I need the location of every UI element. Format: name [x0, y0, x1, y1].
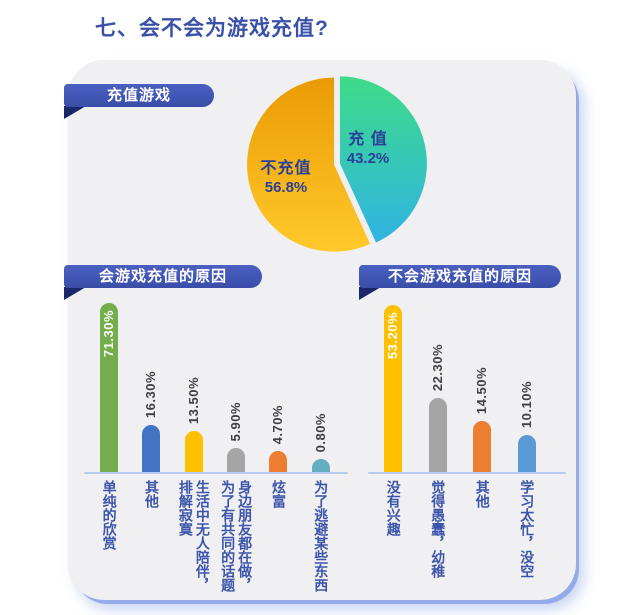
bar-category-label: 觉得愚蠢，幼稚	[430, 480, 447, 578]
x-axis-line	[84, 472, 348, 474]
pie-label-no-recharge: 不充值 56.8%	[260, 159, 311, 197]
bar-category-label: 没有兴趣	[385, 480, 402, 536]
bar-column: 10.10% 学习太忙，没空	[505, 300, 550, 578]
pie-chart-recharge: 充 值 43.2% 不充值 56.8%	[247, 74, 427, 254]
bar-column: 16.30% 其他	[130, 300, 172, 508]
pie-slice-value: 56.8%	[264, 179, 308, 196]
bar	[428, 398, 447, 473]
bar-value-label: 5.90%	[228, 401, 244, 441]
bar-value-label: 0.80%	[312, 412, 328, 452]
pie-slice-1	[247, 77, 371, 252]
bar-column: 14.50% 其他	[460, 300, 505, 508]
bar-column: 13.50% 生活中无人陪伴，排解寂寞	[173, 300, 215, 592]
bar-category-label: 炫富	[270, 480, 287, 508]
banner-no-recharge-reasons: 不会游戏充值的原因	[359, 265, 561, 288]
banner-recharge-pie: 充值游戏	[64, 84, 214, 107]
x-axis-line	[368, 472, 566, 474]
bar-column: 71.30% 单纯的欣赏	[88, 300, 130, 550]
pie-slice-0	[339, 76, 427, 243]
bar-category-label: 学习太忙，没空	[519, 480, 536, 578]
bar-category-label: 其他	[474, 480, 491, 508]
pie-label-recharge: 充 值 43.2%	[347, 130, 390, 168]
bar-chart-no-recharge-reasons: 53.20% 没有兴趣 22.30% 觉得愚蠢，幼稚 14.50% 其他 10.10% 学习太…	[371, 300, 550, 578]
bar-category-label: 单纯的欣赏	[101, 480, 118, 550]
bar-value-label: 16.30%	[143, 370, 159, 418]
infographic-card: 充值游戏 充 值 43.2% 不充值 56.8% 会游戏充值的原因 不会游戏充值…	[64, 60, 576, 600]
bar: 53.20%	[384, 305, 403, 473]
pie-slice-label: 充 值	[348, 131, 388, 148]
ribbon-fold-icon	[359, 287, 381, 300]
bar	[473, 421, 492, 473]
bar-value-label: 14.50%	[474, 366, 490, 414]
bar	[142, 425, 161, 473]
bar-category-label: 身边朋友都在做，为了有共同的话题	[220, 480, 254, 592]
bar-value-label: 10.10%	[518, 380, 534, 428]
bar	[269, 451, 288, 473]
bar-value-label: 53.20%	[385, 312, 401, 360]
bar-category-label: 其他	[143, 480, 160, 508]
bar-column: 53.20% 没有兴趣	[371, 300, 416, 536]
bar-column: 4.70% 炫富	[257, 300, 299, 508]
bar	[184, 431, 203, 473]
banner-recharge-reasons: 会游戏充值的原因	[64, 265, 262, 288]
ribbon-fold-icon	[64, 106, 86, 119]
page-title: 七、会不会为游戏充值?	[95, 17, 329, 40]
bar-chart-recharge-reasons: 71.30% 单纯的欣赏 16.30% 其他 13.50% 生活中无人陪伴，排解寂寞 5.9…	[88, 300, 342, 592]
bar-category-label: 为了逃避某些东西	[313, 480, 330, 592]
bar-value-label: 13.50%	[185, 376, 201, 424]
pie-slice-label: 不充值	[260, 160, 312, 177]
bar-category-label: 生活中无人陪伴，排解寂寞	[177, 480, 211, 592]
bar-value-label: 71.30%	[101, 310, 117, 358]
bar-value-label: 22.30%	[429, 343, 445, 391]
bar	[517, 435, 536, 473]
pie-slice-value: 43.2%	[346, 150, 390, 167]
bar-column: 22.30% 觉得愚蠢，幼稚	[416, 300, 461, 578]
bar: 71.30%	[100, 303, 119, 473]
pie-chart-svg	[247, 76, 427, 252]
bar	[227, 448, 246, 473]
bar-column: 0.80% 为了逃避某些东西	[300, 300, 342, 592]
bar-value-label: 4.70%	[270, 404, 286, 444]
bar	[311, 459, 330, 473]
ribbon-fold-icon	[64, 287, 86, 300]
bar-column: 5.90% 身边朋友都在做，为了有共同的话题	[215, 300, 257, 592]
